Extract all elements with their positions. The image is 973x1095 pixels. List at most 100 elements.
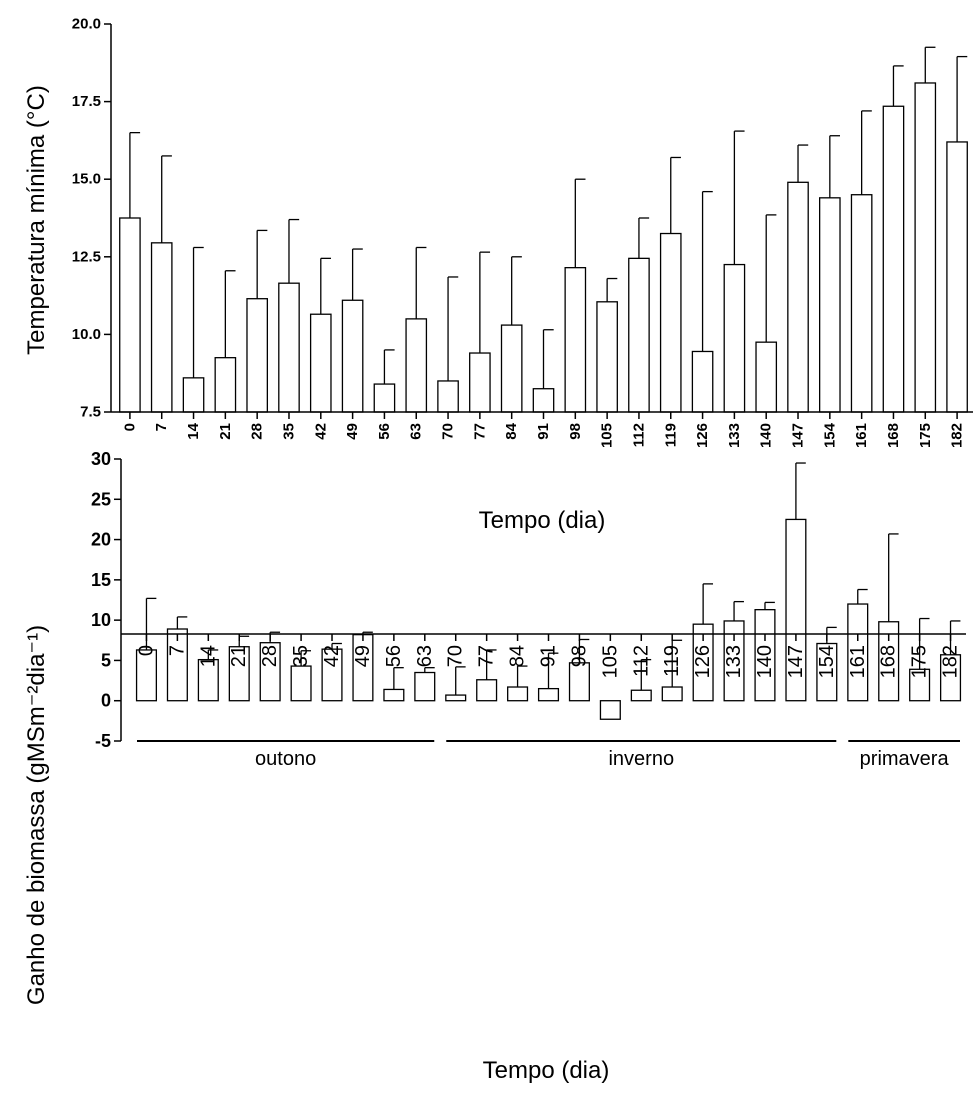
x-tick-label: 42 [312,423,329,440]
x-tick-label: 91 [538,645,560,667]
bar-112 [630,689,652,702]
x-tick-label: 84 [503,422,520,439]
x-tick-label: 98 [568,645,590,667]
bar-84 [500,324,523,413]
x-tick-label: 140 [754,645,776,678]
bar-182 [946,141,968,413]
bar-0 [119,217,141,413]
bar-105 [596,301,618,413]
axes: 0 7 14 21 28 35 42 49 56 63 70 77 84 91 98 105 112 119 126… [91,449,966,751]
x-tick-label: 56 [376,423,393,440]
x-tick-label: 154 [816,645,838,678]
bar-70 [437,380,459,413]
season-label-outono: outono [255,748,316,770]
x-tick-label: 7 [166,645,188,656]
y-tick-label: 5 [101,650,111,670]
x-tick-label: 28 [249,423,266,440]
x-tick-label: 77 [476,645,498,667]
x-tick-label: 105 [599,645,621,678]
x-tick-label: 42 [321,645,343,667]
bar-42 [309,313,332,413]
x-tick-label: 35 [290,645,312,667]
bar-0 [135,649,158,702]
bar-63 [414,671,436,702]
x-tick-label: 35 [280,423,297,440]
x-tick-label: 14 [197,645,219,667]
bars [135,462,962,720]
x-tick-label: 0 [121,423,138,431]
x-axis-title: Tempo (dia) [479,507,606,534]
bar-14 [182,377,205,413]
bar-154 [819,197,841,413]
y-tick-label: 0 [101,691,111,711]
x-tick-label: 168 [885,423,902,448]
bar-63 [405,318,428,413]
bar-98 [564,267,587,413]
bar-168 [882,105,905,413]
season-label-inverno: inverno [608,748,674,770]
season-groups: outono inverno primavera [137,740,960,770]
bar-35 [278,282,300,413]
bar-126 [691,350,714,413]
y-tick-label: 20 [91,530,111,550]
bar-35 [290,665,312,702]
x-tick-label: 147 [785,645,807,678]
y-tick-label: 12.5 [72,248,101,265]
y-tick-label: 30 [91,449,111,469]
y-tick-label: -5 [95,731,111,751]
x-tick-label: 84 [507,645,529,667]
x-tick-label: 140 [758,423,775,448]
x-tick-label: 168 [878,645,900,678]
bar-7 [150,242,173,413]
y-axis-title: Ganho de biomassa (gMSm⁻²dia⁻¹) [23,625,50,1005]
x-tick-label: 133 [726,423,743,448]
y-tick-label: 20.0 [72,16,101,33]
x-tick-label: 175 [909,645,931,678]
bar-161 [850,194,873,413]
x-tick-label: 119 [662,423,679,447]
y-tick-label: 25 [91,489,111,509]
x-tick-label: 98 [567,423,584,440]
bar-119 [661,686,683,702]
y-tick-label: 17.5 [72,93,101,110]
bar-70 [445,694,467,702]
bar-56 [373,383,396,413]
bar-49 [341,299,364,413]
season-label-primavera: primavera [860,748,950,770]
bar-91 [532,388,555,413]
y-tick-label: 15.0 [72,171,101,188]
x-tick-label: 175 [917,423,934,448]
bar-84 [507,686,529,702]
x-axis-title: Tempo (dia) [483,1057,610,1084]
x-tick-label: 126 [694,423,711,448]
bar-77 [476,679,498,702]
chart-temperature: 0 7 14 21 28 35 42 49 56 63 70 77 84 91 98 105 112 119 126… [23,16,973,534]
bar-56 [383,688,405,702]
x-tick-label: 182 [949,423,966,448]
x-tick-label: 21 [228,645,250,667]
x-tick-label: 133 [723,645,745,678]
x-tick-label: 126 [692,645,714,678]
bar-105 [599,700,621,720]
bar-77 [469,352,491,413]
bar-133 [723,263,746,413]
x-tick-label: 119 [661,645,683,677]
bar-147 [787,181,809,413]
x-tick-label: 147 [790,423,807,448]
x-tick-label: 161 [853,423,870,448]
bar-112 [628,257,650,413]
x-tick-label: 0 [135,645,157,656]
x-tick-label: 112 [630,423,647,447]
bar-91 [537,687,560,702]
x-tick-label: 112 [630,645,652,677]
x-tick-label: 182 [940,645,962,678]
bar-175 [914,82,937,413]
x-tick-label: 56 [383,645,405,667]
x-tick-label: 161 [847,645,869,678]
bar-21 [214,357,237,413]
bar-140 [755,341,778,413]
x-tick-label: 70 [445,645,467,667]
x-tick-label: 70 [440,423,457,440]
bar-119 [659,232,682,413]
